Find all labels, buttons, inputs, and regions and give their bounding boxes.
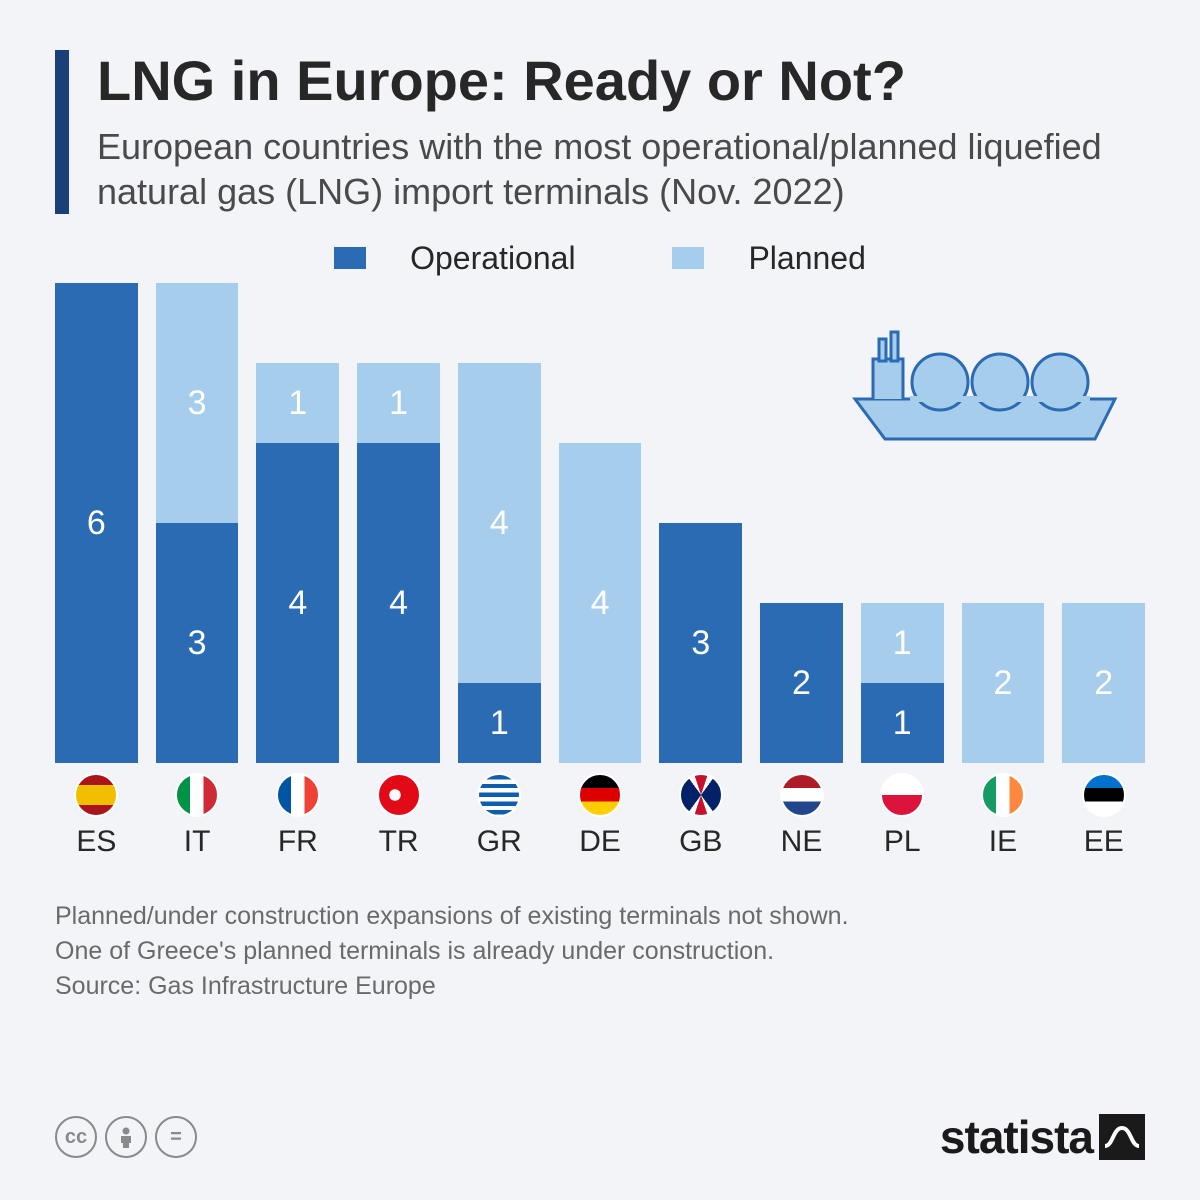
flag-PL (880, 773, 924, 817)
flag-IT (175, 773, 219, 817)
nd-icon: = (155, 1116, 197, 1158)
flag-NE (780, 773, 824, 817)
header-accent-bar (55, 50, 69, 214)
flag-ES (74, 773, 118, 817)
seg-planned: 4 (458, 363, 541, 683)
footer: cc = statista (55, 1110, 1145, 1164)
source-line: Source: Gas Infrastructure Europe (55, 969, 1145, 1004)
seg-planned: 4 (559, 443, 642, 763)
infographic-card: LNG in Europe: Ready or Not? European co… (0, 0, 1200, 1200)
flag-DE (578, 773, 622, 817)
flag-FR (276, 773, 320, 817)
seg-operational: 3 (659, 523, 742, 763)
country-code: GR (477, 825, 522, 859)
seg-operational: 6 (55, 283, 138, 763)
bar-GR: 14 GR (458, 363, 541, 859)
cc-badges: cc = (55, 1116, 197, 1158)
country-code: TR (379, 825, 419, 859)
country-code: DE (579, 825, 621, 859)
country-code: PL (884, 825, 921, 859)
seg-operational: 4 (256, 443, 339, 763)
seg-planned: 1 (357, 363, 440, 443)
bar-PL: 11 PL (861, 603, 944, 859)
footnote: Planned/under construction expansions of… (55, 899, 1145, 1004)
seg-operational: 1 (458, 683, 541, 763)
legend: Operational Planned (55, 240, 1145, 278)
bar-IT: 33 IT (156, 283, 239, 859)
bar-DE: 4 DE (559, 443, 642, 859)
header: LNG in Europe: Ready or Not? European co… (55, 50, 1145, 214)
legend-label-operational: Operational (410, 240, 575, 277)
legend-swatch-operational (334, 247, 366, 269)
bar-NE: 2 NE (760, 603, 843, 859)
seg-planned: 2 (1062, 603, 1145, 763)
flag-TR (377, 773, 421, 817)
chart-area: 6ES33IT41FR41TR14GR4DE3GB2NE11PL2IE2EE (55, 299, 1145, 859)
seg-operational: 2 (760, 603, 843, 763)
seg-operational: 1 (861, 683, 944, 763)
bar-GB: 3 GB (659, 523, 742, 859)
bar-TR: 41 TR (357, 363, 440, 859)
footnote-line2: One of Greece's planned terminals is alr… (55, 934, 1145, 969)
legend-swatch-planned (672, 247, 704, 269)
legend-item-operational: Operational (312, 240, 597, 277)
by-icon (105, 1116, 147, 1158)
seg-planned: 1 (861, 603, 944, 683)
country-code: EE (1084, 825, 1124, 859)
country-code: IT (184, 825, 211, 859)
ship-icon (845, 304, 1125, 459)
chart-subtitle: European countries with the most operati… (97, 124, 1145, 214)
bar-FR: 41 FR (256, 363, 339, 859)
country-code: FR (278, 825, 318, 859)
seg-operational: 4 (357, 443, 440, 763)
seg-planned: 3 (156, 283, 239, 523)
flag-GB (679, 773, 723, 817)
legend-label-planned: Planned (748, 240, 865, 277)
brand-text: statista (940, 1110, 1093, 1164)
header-text: LNG in Europe: Ready or Not? European co… (97, 50, 1145, 214)
bar-EE: 2 EE (1062, 603, 1145, 859)
chart-title: LNG in Europe: Ready or Not? (97, 50, 1145, 112)
flag-GR (477, 773, 521, 817)
footnote-line1: Planned/under construction expansions of… (55, 899, 1145, 934)
seg-operational: 3 (156, 523, 239, 763)
seg-planned: 1 (256, 363, 339, 443)
flag-IE (981, 773, 1025, 817)
flag-EE (1082, 773, 1126, 817)
brand-logo: statista (940, 1110, 1145, 1164)
country-code: IE (989, 825, 1017, 859)
brand-wave-icon (1099, 1114, 1145, 1160)
country-code: GB (679, 825, 722, 859)
country-code: ES (76, 825, 116, 859)
seg-planned: 2 (962, 603, 1045, 763)
legend-item-planned: Planned (650, 240, 887, 277)
bar-ES: 6 ES (55, 283, 138, 859)
country-code: NE (781, 825, 823, 859)
bar-IE: 2 IE (962, 603, 1045, 859)
cc-icon: cc (55, 1116, 97, 1158)
